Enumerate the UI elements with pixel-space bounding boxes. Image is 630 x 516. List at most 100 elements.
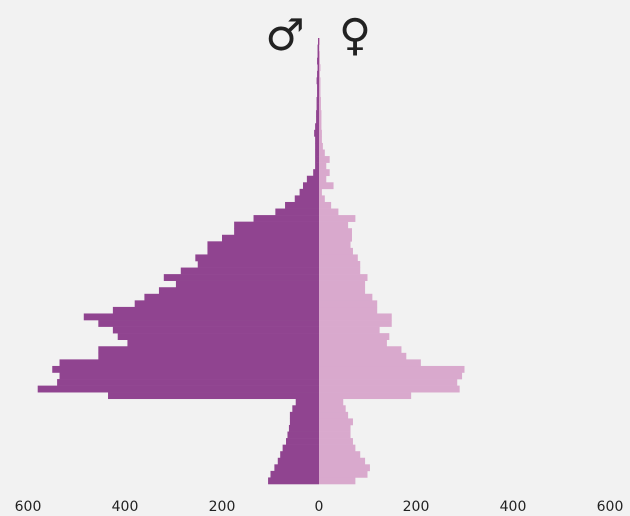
bar <box>319 385 460 393</box>
bar <box>319 90 321 98</box>
bar <box>306 175 319 183</box>
bar <box>117 333 319 341</box>
bar <box>98 352 319 360</box>
bar <box>319 333 390 341</box>
bar <box>319 293 373 301</box>
bar <box>315 142 319 150</box>
bar <box>319 234 352 242</box>
bar <box>319 83 321 91</box>
bar <box>37 385 319 393</box>
bar <box>292 405 319 413</box>
bar <box>319 116 322 124</box>
bar <box>319 313 392 321</box>
bar <box>270 470 319 478</box>
bar <box>315 123 319 131</box>
bar <box>316 103 319 111</box>
bar <box>289 418 319 426</box>
bar <box>319 274 368 281</box>
bar <box>319 444 356 452</box>
bar <box>319 110 322 118</box>
bar <box>319 346 402 354</box>
bar <box>288 424 319 432</box>
bar <box>59 359 320 367</box>
x-tick-label: 600 <box>597 499 624 515</box>
bar <box>316 77 319 85</box>
bar <box>319 470 368 478</box>
bar <box>319 326 380 334</box>
bar <box>163 274 319 281</box>
bar <box>319 438 353 445</box>
bar <box>317 51 319 58</box>
bar <box>319 175 327 183</box>
bar <box>314 129 319 137</box>
x-tick-label: 200 <box>209 499 236 515</box>
bar <box>319 457 366 465</box>
bar <box>319 149 325 157</box>
x-tick-label: 400 <box>112 499 139 515</box>
bar <box>52 365 319 373</box>
bar <box>319 182 334 190</box>
bar <box>318 38 319 45</box>
bar <box>222 234 319 242</box>
bar <box>285 201 319 209</box>
bar <box>158 287 319 295</box>
bar <box>57 379 319 386</box>
bar <box>319 280 366 288</box>
bar <box>253 215 319 222</box>
bar <box>319 228 352 236</box>
bar <box>59 372 320 380</box>
bar <box>319 195 325 203</box>
bar <box>319 57 320 65</box>
x-tick-label: 600 <box>15 499 42 515</box>
bar <box>277 457 319 465</box>
bar <box>319 300 378 308</box>
bar <box>313 169 319 177</box>
bar <box>83 313 320 321</box>
bar <box>319 424 351 432</box>
bar <box>98 320 319 327</box>
bar <box>319 261 361 268</box>
bar <box>315 149 319 157</box>
bar <box>319 254 358 262</box>
bar <box>319 201 332 209</box>
bar <box>319 287 366 295</box>
bar <box>319 464 370 472</box>
bar <box>274 464 319 472</box>
bar <box>144 293 319 301</box>
bar <box>207 241 319 249</box>
bar <box>112 306 319 314</box>
bar <box>319 379 458 386</box>
bar <box>319 70 320 78</box>
bar <box>275 208 319 216</box>
bar <box>319 398 344 406</box>
bar <box>317 44 319 52</box>
bar <box>287 431 319 439</box>
bar <box>180 267 319 275</box>
bar <box>319 97 321 104</box>
bar <box>319 405 346 413</box>
bar <box>302 182 319 190</box>
bar <box>315 136 319 144</box>
bar <box>319 392 412 400</box>
bar <box>319 418 353 426</box>
bar <box>286 438 319 445</box>
bar <box>319 359 421 367</box>
bar <box>295 398 319 406</box>
bar <box>319 221 349 229</box>
bar <box>127 339 319 347</box>
bar <box>319 156 330 163</box>
bar <box>197 261 319 268</box>
bar <box>319 411 349 419</box>
bar <box>319 208 339 216</box>
bar <box>319 306 378 314</box>
bar <box>319 129 322 137</box>
bar <box>319 241 351 249</box>
bar <box>319 451 361 459</box>
bar <box>319 136 322 144</box>
bar <box>319 123 322 131</box>
bar <box>319 352 407 360</box>
bar <box>234 221 319 229</box>
bar <box>280 451 319 459</box>
bar <box>316 110 319 118</box>
